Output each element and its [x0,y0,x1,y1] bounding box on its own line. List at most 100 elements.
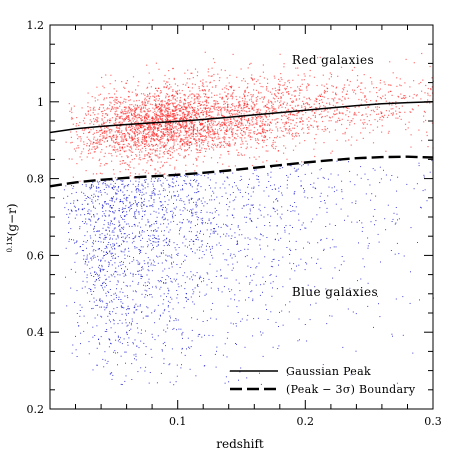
blue-galaxy-point [240,175,242,177]
red-galaxy-point [314,138,316,140]
red-galaxy-point [174,114,176,116]
red-galaxy-point [178,89,180,91]
red-galaxy-point [153,95,155,97]
red-galaxy-point [183,105,185,107]
blue-galaxy-point [114,201,116,203]
red-galaxy-point [240,118,242,120]
blue-galaxy-point [190,271,192,273]
blue-galaxy-point [155,238,157,240]
blue-galaxy-point [146,274,148,276]
blue-galaxy-point [125,274,127,276]
red-galaxy-point [164,118,166,121]
red-galaxy-point [196,98,198,100]
blue-galaxy-point [68,238,70,240]
red-galaxy-point [275,145,277,148]
blue-galaxy-point [147,257,149,259]
red-galaxy-point [158,129,160,131]
blue-galaxy-point [171,298,173,300]
blue-galaxy-point [135,235,137,237]
red-galaxy-point [202,101,204,103]
blue-galaxy-point [232,172,234,174]
blue-galaxy-point [245,204,247,206]
red-galaxy-point [175,108,177,110]
blue-galaxy-point [105,279,107,281]
red-galaxy-point [268,124,271,127]
red-galaxy-point [384,97,386,100]
blue-galaxy-point [151,224,153,226]
red-galaxy-point [134,111,136,113]
blue-galaxy-point [274,211,276,213]
red-galaxy-point [190,116,193,118]
blue-galaxy-point [104,331,106,332]
red-galaxy-point [367,106,369,108]
blue-galaxy-point [108,230,110,232]
blue-galaxy-point [162,270,164,272]
red-galaxy-point [335,121,337,123]
blue-galaxy-point [374,209,376,210]
red-galaxy-point [123,100,125,102]
red-galaxy-point [131,138,133,140]
red-galaxy-point [206,96,208,98]
red-galaxy-point [181,143,184,145]
blue-galaxy-point [362,258,364,260]
blue-galaxy-point [227,177,229,179]
blue-galaxy-point [193,174,195,176]
red-galaxy-point [175,159,178,161]
blue-galaxy-point [176,290,178,291]
red-galaxy-point [283,145,285,147]
blue-galaxy-point [147,246,149,248]
red-galaxy-point [159,118,161,120]
red-galaxy-point [161,109,163,111]
blue-galaxy-point [182,219,184,221]
red-galaxy-point [407,127,409,129]
blue-galaxy-point [220,172,222,174]
blue-galaxy-point [144,263,146,265]
red-galaxy-point [317,125,319,127]
blue-galaxy-point [171,186,173,188]
red-galaxy-point [194,139,196,141]
blue-galaxy-point [221,196,223,197]
red-galaxy-point [117,130,119,132]
blue-galaxy-point [109,251,111,253]
blue-galaxy-point [132,280,134,282]
blue-galaxy-point [192,289,194,291]
blue-galaxy-point [198,246,200,248]
blue-galaxy-point [95,299,97,301]
red-galaxy-point [223,107,225,109]
red-galaxy-point [335,102,338,104]
blue-galaxy-point [128,330,130,331]
blue-galaxy-point [150,225,152,227]
red-galaxy-point [121,130,123,132]
blue-galaxy-point [105,184,107,186]
blue-galaxy-point [130,322,132,324]
blue-galaxy-point [179,199,181,201]
red-galaxy-point [207,125,209,128]
red-galaxy-point [248,92,250,94]
blue-galaxy-point [273,208,275,210]
red-galaxy-point [129,172,132,174]
red-galaxy-point [187,111,189,113]
blue-galaxy-point [116,271,118,273]
red-galaxy-point [277,97,279,99]
red-galaxy-point [198,129,201,132]
red-galaxy-point [76,134,78,136]
red-galaxy-point [247,104,249,106]
blue-galaxy-point [126,309,128,311]
red-galaxy-point [158,157,160,159]
red-galaxy-point [252,124,254,126]
red-galaxy-point [388,130,390,132]
red-galaxy-point [241,119,243,121]
red-galaxy-point [196,126,198,129]
blue-galaxy-point [92,257,94,259]
red-galaxy-point [202,135,204,137]
blue-galaxy-point [338,269,340,271]
blue-galaxy-point [397,176,399,178]
red-galaxy-point [281,78,283,81]
blue-galaxy-point [109,238,111,240]
blue-galaxy-point [135,211,137,213]
blue-galaxy-point [153,261,155,263]
red-galaxy-point [363,119,365,121]
blue-galaxy-point [111,231,113,233]
red-galaxy-point [256,120,258,122]
red-galaxy-point [284,82,286,84]
